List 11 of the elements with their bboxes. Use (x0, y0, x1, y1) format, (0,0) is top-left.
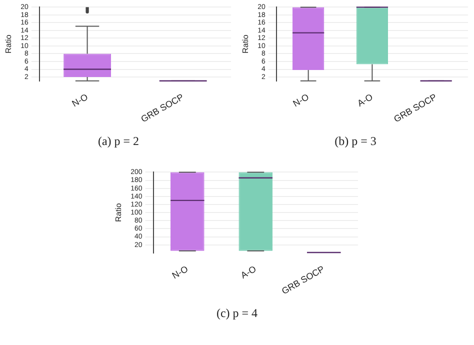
y-axis-title: Ratio (114, 202, 124, 222)
text: (b) p = 3 (334, 134, 378, 149)
x-tick-label: N-O (70, 92, 90, 109)
x-tick-label: A-O (356, 92, 374, 108)
x-tick-label: N-O (291, 92, 311, 109)
x-tick-label: N-O (170, 264, 190, 281)
text: (a) p = 2 (96, 134, 140, 149)
y-axis-title: Ratio (241, 34, 250, 54)
text: (c) p = 4 (215, 306, 259, 321)
y-axis-title: Ratio (4, 34, 14, 54)
x-tick-label: A-O (239, 264, 258, 280)
